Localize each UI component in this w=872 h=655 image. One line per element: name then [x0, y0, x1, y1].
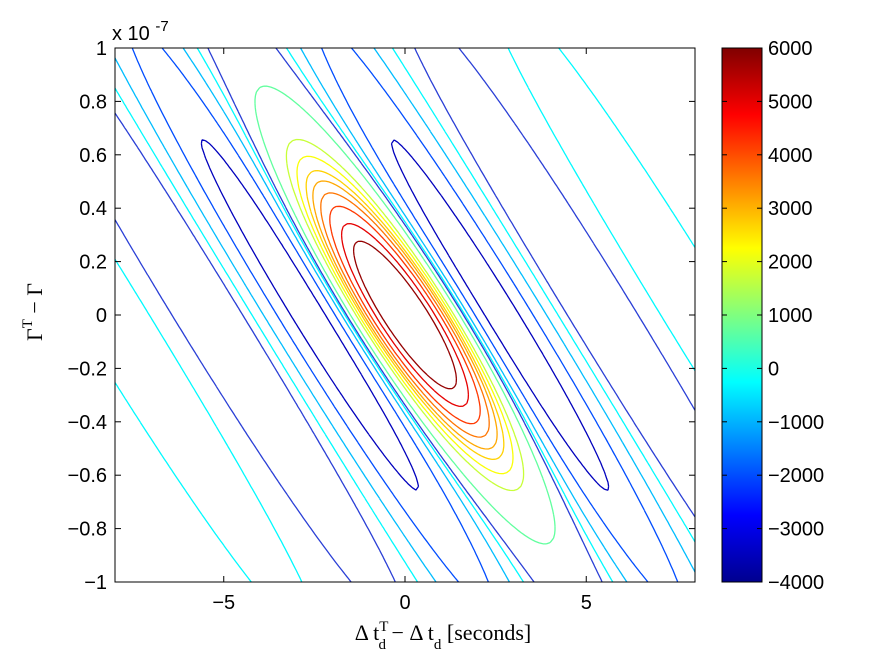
- x-tick-label: −5: [212, 592, 235, 614]
- contour-line: [115, 48, 695, 582]
- x-axis-label: Δ tT d − Δ td [seconds]: [355, 619, 531, 653]
- y-tick-label: 0.4: [79, 198, 107, 220]
- colorbar-tick-label: −3000: [768, 519, 824, 541]
- plot-area: −5 0 5 −1 −0.8 −0.6 −0.4 −0.2 0 0.2 0.4 0.6 0.8 1: [68, 38, 696, 614]
- y-axis-ticks: −1 −0.8 −0.6 −0.4 −0.2 0 0.2 0.4 0.6 0.8 1: [68, 38, 695, 594]
- contour-line: [340, 222, 470, 408]
- colorbar-tick-label: −1000: [768, 412, 824, 434]
- colorbar-ticks: −4000 −3000 −2000 −1000 0 1000 2000 3000 4000 500…: [722, 38, 824, 594]
- contour-line: [320, 192, 490, 438]
- y-tick-label: 0.2: [79, 252, 107, 274]
- y-tick-label: −0.4: [68, 412, 107, 434]
- contour-line: [115, 48, 695, 582]
- y-tick-label: −0.6: [68, 465, 107, 487]
- colorbar-tick-label: 5000: [768, 91, 813, 113]
- colorbar-tick-label: 1000: [768, 305, 813, 327]
- contour-lines: [115, 48, 695, 582]
- contour-line-dashed: [115, 48, 695, 582]
- y-tick-label: 0.6: [79, 145, 107, 167]
- y-tick-label: 0: [96, 305, 107, 327]
- colorbar-tick-label: 2000: [768, 252, 813, 274]
- colorbar-tick-label: 4000: [768, 145, 813, 167]
- colorbar: −4000 −3000 −2000 −1000 0 1000 2000 3000 4000 500…: [721, 38, 824, 594]
- contour-line: [305, 169, 505, 461]
- y-tick-label: −0.2: [68, 358, 107, 380]
- colorbar-tick-label: 0: [768, 358, 779, 380]
- contour-line: [285, 138, 525, 492]
- contour-line: [254, 85, 556, 545]
- y-tick-label: −0.8: [68, 519, 107, 541]
- contour-line: [131, 48, 679, 582]
- x-tick-label: 5: [581, 592, 592, 614]
- y-tick-label: 0.8: [79, 91, 107, 113]
- colorbar-tick-label: −2000: [768, 465, 824, 487]
- x-tick-label: 0: [399, 592, 410, 614]
- contour-line: [352, 240, 458, 390]
- y-exponent-power: -7: [155, 18, 168, 35]
- colorbar-tick-label: 3000: [768, 198, 813, 220]
- contour-line: [329, 205, 481, 425]
- colorbar-tick-label: −4000: [768, 572, 824, 594]
- contour-line: [312, 180, 498, 450]
- plot-background: [115, 48, 695, 582]
- y-tick-label: 1: [96, 38, 107, 60]
- contour-line: [200, 139, 610, 491]
- contour-line: [296, 155, 514, 475]
- colorbar-gradient: [721, 47, 763, 583]
- y-tick-label: −1: [84, 572, 107, 594]
- y-axis-label: ΓT − Γ: [20, 283, 47, 341]
- y-exponent-label: x 10 -7: [112, 18, 169, 45]
- colorbar-tick-label: 6000: [768, 38, 813, 60]
- x-axis-ticks: −5 0 5: [212, 48, 592, 614]
